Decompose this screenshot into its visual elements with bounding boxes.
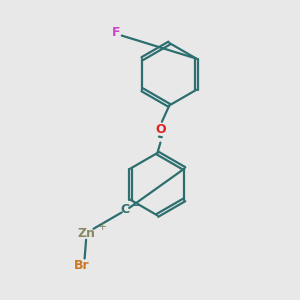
Text: C: C	[120, 203, 129, 216]
Text: −: −	[131, 201, 141, 211]
Text: +: +	[98, 222, 107, 232]
Text: Zn: Zn	[77, 227, 95, 240]
Text: F: F	[112, 26, 120, 39]
Text: Br: Br	[74, 260, 89, 272]
Text: O: O	[155, 123, 166, 136]
